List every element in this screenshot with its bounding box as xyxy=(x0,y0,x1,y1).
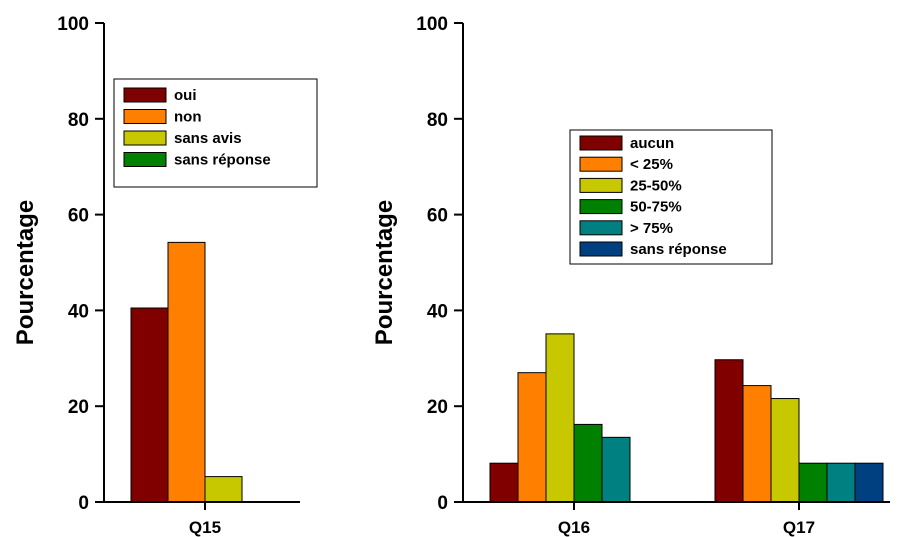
chart1-legend-swatch-2 xyxy=(123,109,167,124)
chart2-bar-q16-2 xyxy=(517,372,547,503)
chart2-y-axis-title: Pourcentage xyxy=(371,200,398,345)
chart2-legend-label-2: < 25% xyxy=(630,156,673,173)
chart1-bar-q15-1 xyxy=(130,307,169,503)
chart1-x-label-q15: Q15 xyxy=(189,518,221,537)
chart1-bar-q15-2 xyxy=(167,241,206,503)
chart2-legend-label-6: sans réponse xyxy=(630,241,727,258)
chart2-bar-q17-3 xyxy=(770,398,800,503)
chart2-legend-swatch-4 xyxy=(579,199,623,215)
chart2-bar-q17-5 xyxy=(826,462,856,503)
chart1-y-tick-label-40: 40 xyxy=(68,301,89,322)
chart2-y-tick-label-0: 0 xyxy=(437,493,448,514)
chart1-y-tick-label-60: 60 xyxy=(68,206,89,227)
chart2-legend-label-4: 50-75% xyxy=(630,199,682,216)
chart2-legend-swatch-6 xyxy=(579,241,623,257)
chart2-bar-q17-6 xyxy=(854,462,884,503)
chart2-y-tick-label-80: 80 xyxy=(427,110,448,131)
chart1-legend-label-2: non xyxy=(174,109,202,126)
chart1-bar-q15-3 xyxy=(204,476,243,503)
chart2-bar-q16-3 xyxy=(545,333,575,503)
chart2-bar-q17-4 xyxy=(798,462,828,503)
chart2-y-tick-label-20: 20 xyxy=(427,397,448,418)
chart1-legend-label-3: sans avis xyxy=(174,130,242,147)
chart1-y-tick-label-100: 100 xyxy=(57,14,89,35)
chart1-legend-swatch-1 xyxy=(123,87,167,103)
chart1-y-tick-label-80: 80 xyxy=(68,110,89,131)
chart2-legend-swatch-3 xyxy=(579,177,623,193)
chart2-bar-q17-1 xyxy=(714,359,744,503)
chart1-y-tick-label-20: 20 xyxy=(68,397,89,418)
chart2-y-tick-label-60: 60 xyxy=(427,206,448,227)
chart2-bar-q16-1 xyxy=(489,462,519,503)
chart2-legend-label-3: 25-50% xyxy=(630,177,682,194)
chart2-bar-q16-4 xyxy=(573,423,603,503)
chart2-bar-q16-5 xyxy=(601,436,631,503)
chart2-legend-label-1: aucun xyxy=(630,135,674,152)
chart2-legend-label-5: > 75% xyxy=(630,220,673,237)
chart2-y-tick-label-100: 100 xyxy=(416,14,448,35)
chart2-legend-swatch-1 xyxy=(579,135,623,151)
chart1-legend-swatch-3 xyxy=(123,130,167,146)
chart2-legend-swatch-2 xyxy=(579,156,623,172)
chart2-bar-q17-2 xyxy=(742,385,772,503)
chart2-x-label-q16: Q16 xyxy=(558,518,590,537)
chart1-y-tick-label-0: 0 xyxy=(78,493,89,514)
chart2-y-tick-label-40: 40 xyxy=(427,301,448,322)
chart1-legend-label-1: oui xyxy=(174,87,197,104)
chart1-legend-swatch-4 xyxy=(123,152,167,167)
chart1-y-axis-title: Pourcentage xyxy=(12,200,39,345)
chart2-legend-swatch-5 xyxy=(579,220,623,236)
chart1-legend-label-4: sans réponse xyxy=(174,152,271,169)
chart2-x-label-q17: Q17 xyxy=(783,518,815,537)
